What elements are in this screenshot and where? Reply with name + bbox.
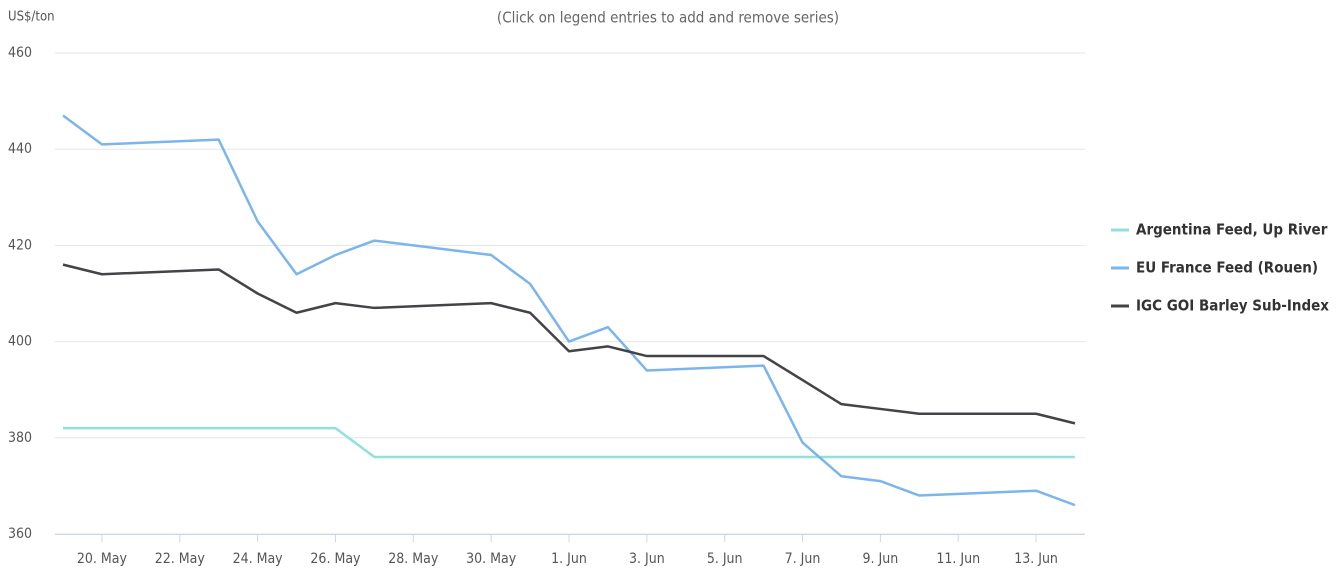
y-tick-label: 440 <box>8 141 32 157</box>
series-line <box>62 263 1076 425</box>
x-tick-label: 1. Jun <box>551 551 587 567</box>
legend-item[interactable]: IGC GOI Barley Sub-Index <box>1111 297 1329 315</box>
x-tick-label: 13. Jun <box>1014 551 1058 567</box>
x-tick-label: 9. Jun <box>863 551 899 567</box>
y-axis-label: US$/ton <box>8 10 55 25</box>
x-tick-label: 7. Jun <box>785 551 821 567</box>
legend: Argentina Feed, Up River EU France Feed (… <box>1111 221 1329 315</box>
x-tick-label: 30. May <box>466 551 517 567</box>
x-tick-label: 26. May <box>310 551 361 567</box>
x-tick-label: 24. May <box>233 551 284 567</box>
x-tick-label: 28. May <box>388 551 439 567</box>
y-tick-label: 420 <box>8 237 32 253</box>
y-tick-label: 460 <box>8 45 32 61</box>
chart-subtitle: (Click on legend entries to add and remo… <box>497 9 839 27</box>
legend-label[interactable]: IGC GOI Barley Sub-Index <box>1136 297 1329 315</box>
x-tick-label: 11. Jun <box>936 551 980 567</box>
series-line <box>62 114 1076 507</box>
series-line <box>63 426 1075 459</box>
y-tick-label: 400 <box>8 334 32 350</box>
legend-label[interactable]: Argentina Feed, Up River <box>1136 221 1328 239</box>
x-tick-label: 22. May <box>155 551 206 567</box>
x-tick-label: 5. Jun <box>707 551 743 567</box>
legend-item[interactable]: Argentina Feed, Up River <box>1111 221 1328 239</box>
x-tick-label: 20. May <box>77 551 128 567</box>
legend-item[interactable]: EU France Feed (Rouen) <box>1111 259 1318 277</box>
y-tick-label: 360 <box>8 526 32 542</box>
y-tick-label: 380 <box>8 430 32 446</box>
x-tick-label: 3. Jun <box>629 551 665 567</box>
legend-label[interactable]: EU France Feed (Rouen) <box>1136 259 1318 277</box>
